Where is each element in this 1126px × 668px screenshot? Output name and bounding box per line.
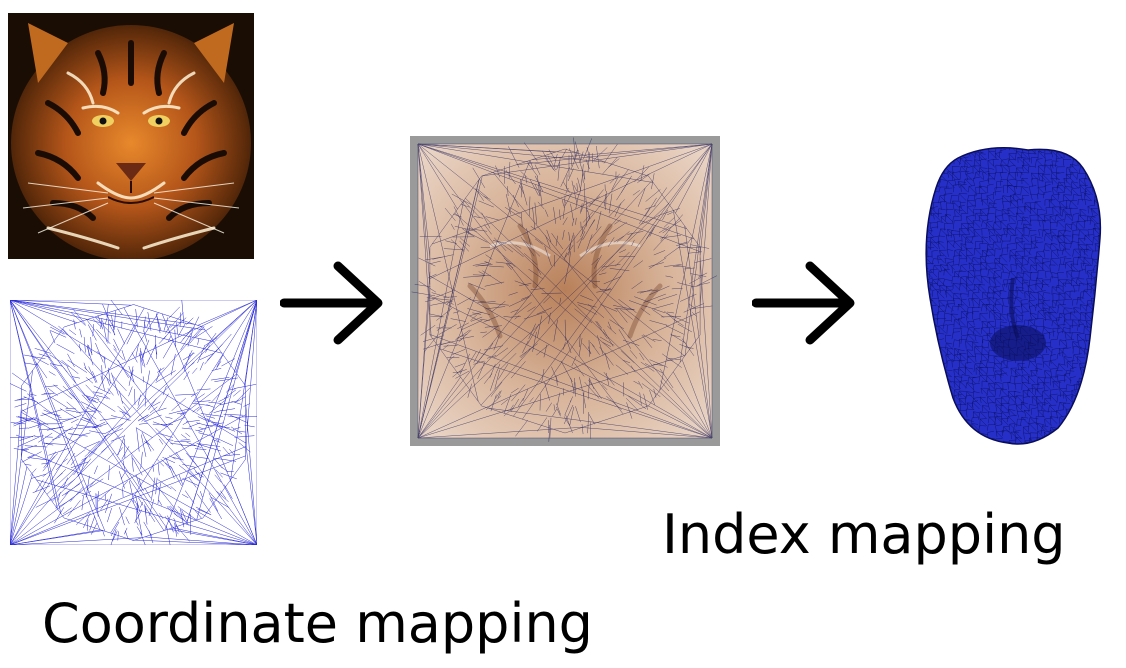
coordinate-mapping-caption: Coordinate mapping: [42, 592, 593, 655]
flattened-mesh-image: [10, 300, 257, 545]
textured-mesh-overlay-image: [410, 136, 720, 446]
right-arrow-icon: [752, 258, 857, 348]
index-mapping-caption: Index mapping: [662, 503, 1066, 566]
3d-face-mesh-image: [918, 138, 1108, 448]
tiger-texture-image: [8, 13, 254, 259]
right-arrow-icon: [280, 258, 385, 348]
